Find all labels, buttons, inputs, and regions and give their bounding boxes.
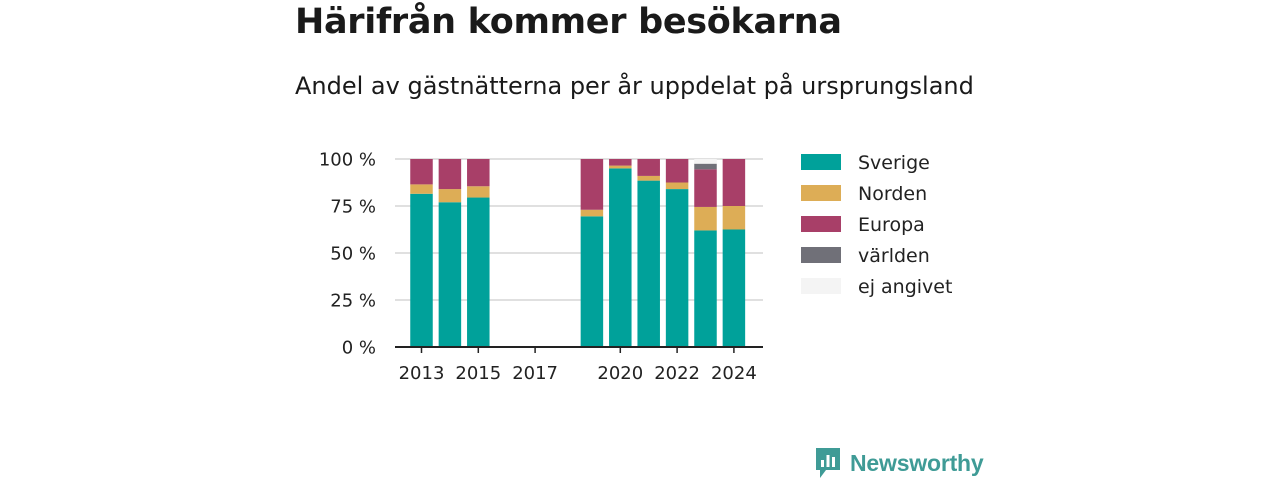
legend-swatch	[801, 185, 841, 201]
y-tick-label: 75 %	[330, 197, 376, 218]
newsworthy-logo: Newsworthy	[814, 446, 984, 480]
legend-swatch	[801, 278, 841, 294]
bar-segment-ej-angivet	[694, 159, 717, 164]
bar-segment-europa	[637, 159, 660, 176]
bar-segment-norden	[637, 175, 660, 181]
legend-label: världen	[858, 245, 930, 267]
bar-segment-sverige	[467, 197, 490, 347]
bar-segment-europa	[467, 159, 490, 187]
x-tick-label: 2020	[597, 363, 643, 384]
bar-segment-sverige	[410, 193, 433, 347]
bar-segment-sverige	[665, 189, 689, 347]
bar-segment-sverige	[609, 168, 632, 347]
bar-segment-norden	[580, 209, 604, 217]
y-tick-label: 0 %	[342, 338, 376, 359]
bar-segment-världen	[694, 163, 717, 170]
legend-label: ej angivet	[858, 276, 952, 298]
bar-segment-sverige	[694, 230, 717, 347]
legend-label: Europa	[858, 214, 925, 236]
bar-segment-europa	[410, 159, 433, 185]
newsworthy-logo-text: Newsworthy	[850, 449, 984, 476]
bar-segment-norden	[665, 182, 689, 190]
y-tick-label: 25 %	[330, 291, 376, 312]
chart-subtitle: Andel av gästnätterna per år uppdelat på…	[295, 72, 974, 100]
newsworthy-logo-icon	[816, 448, 840, 478]
bar-segment-europa	[694, 169, 717, 207]
bar-segment-norden	[694, 206, 717, 231]
chart-title: Härifrån kommer besökarna	[295, 2, 842, 42]
x-tick-label: 2024	[711, 363, 757, 384]
bar-segment-norden	[722, 206, 746, 230]
bar-segment-sverige	[438, 202, 462, 347]
legend-swatch	[801, 154, 841, 170]
legend-swatch	[801, 247, 841, 263]
bar-segment-sverige	[580, 216, 604, 347]
bar-segment-norden	[609, 165, 632, 169]
x-tick-label: 2017	[512, 363, 558, 384]
bar-segment-norden	[467, 186, 490, 198]
x-tick-label: 2022	[654, 363, 700, 384]
bar-segment-europa	[609, 159, 632, 166]
x-tick-label: 2015	[455, 363, 501, 384]
bar-segment-norden	[438, 189, 462, 203]
bar-segment-europa	[665, 159, 689, 183]
legend-swatch	[801, 216, 841, 232]
bar-segment-europa	[722, 159, 746, 206]
bar-segment-europa	[438, 159, 462, 190]
bar-segment-europa	[580, 159, 604, 210]
x-tick-label: 2013	[399, 363, 445, 384]
bar-segment-sverige	[722, 229, 746, 347]
y-tick-label: 100 %	[319, 150, 376, 171]
legend-label: Sverige	[858, 152, 930, 174]
legend-label: Norden	[858, 183, 927, 205]
bar-segment-norden	[410, 184, 433, 194]
y-tick-label: 50 %	[330, 244, 376, 265]
bar-segment-sverige	[637, 180, 660, 347]
